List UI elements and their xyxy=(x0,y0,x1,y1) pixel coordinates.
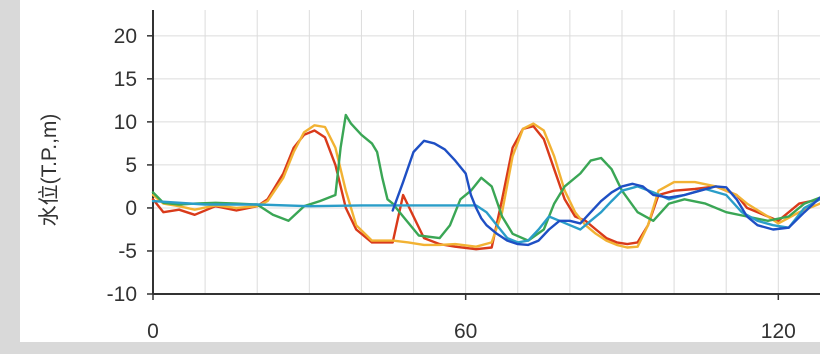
y-tick-label: 20 xyxy=(114,25,137,48)
axes xyxy=(147,10,820,300)
y-tick-labels: 20 15 10 5 0 -5 -10 xyxy=(107,25,137,306)
series-group xyxy=(151,113,820,251)
series-line-5 xyxy=(391,139,820,247)
series-line-3 xyxy=(151,113,820,242)
x-tick-label: 120 xyxy=(761,320,796,343)
y-tick-label: 0 xyxy=(125,197,137,220)
x-tick-label: 60 xyxy=(454,320,477,343)
y-tick-label: -10 xyxy=(107,283,137,306)
x-tick-label: 0 xyxy=(147,320,159,343)
y-axis-title: 水位(T.P.,m) xyxy=(38,114,61,227)
left-margin-strip xyxy=(0,0,20,354)
y-tick-label: 15 xyxy=(114,68,137,91)
y-tick-label: -5 xyxy=(118,240,137,263)
y-tick-label: 10 xyxy=(114,111,137,134)
series-line-4 xyxy=(151,185,820,244)
x-tick-labels: 0 60 120 xyxy=(147,320,796,343)
y-tick-label: 5 xyxy=(125,154,137,177)
series-line-2 xyxy=(151,122,820,249)
bottom-margin-strip xyxy=(0,342,820,354)
grid-lines xyxy=(153,10,820,295)
